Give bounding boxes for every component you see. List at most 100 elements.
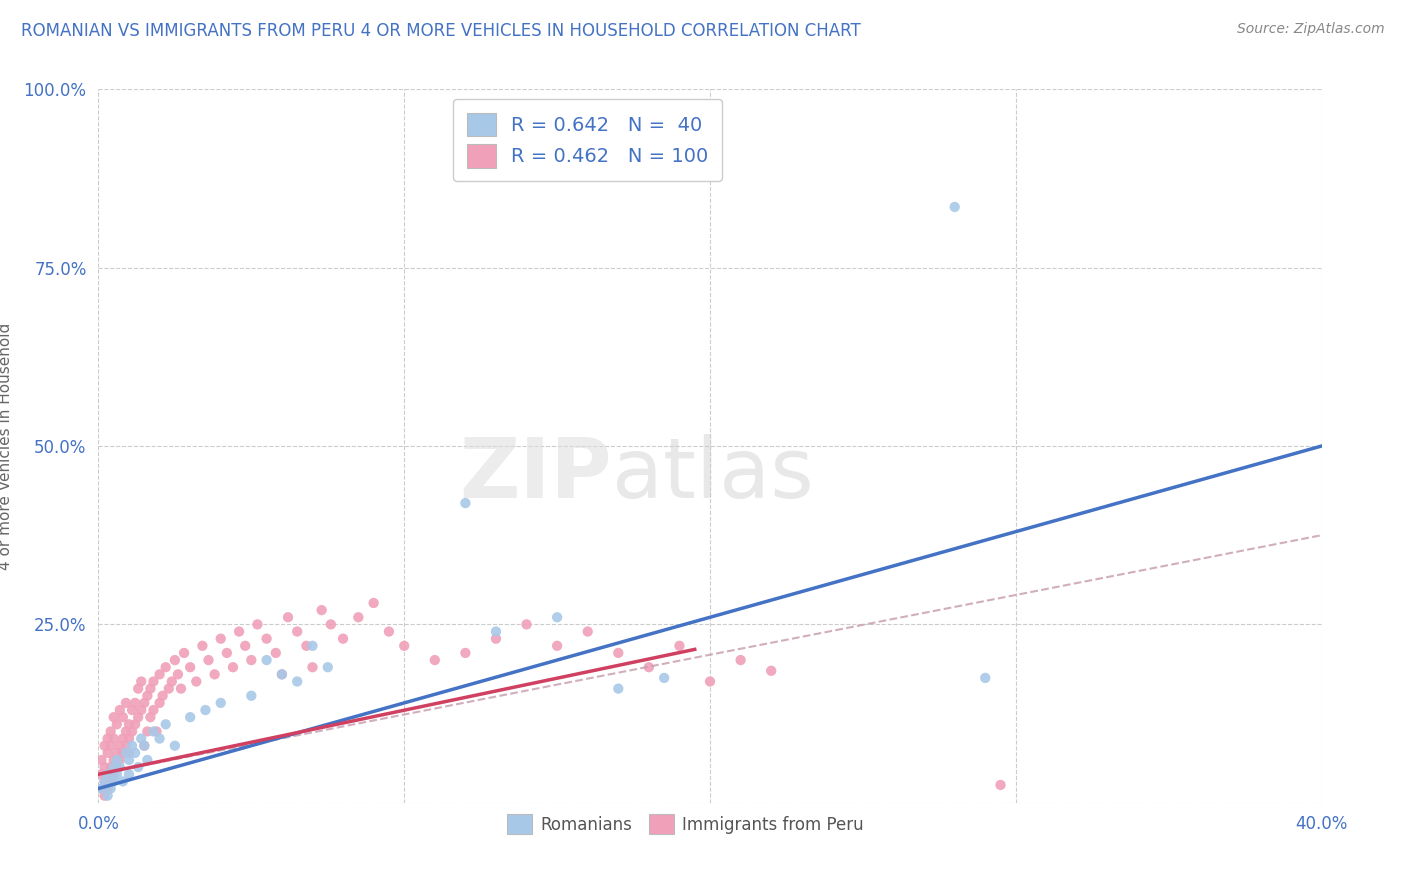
Point (121, 724, 143, 739)
Point (134, 739, 156, 753)
Point (124, 696, 146, 710)
Point (115, 746, 138, 760)
Point (108, 753, 131, 767)
Point (990, 778, 1012, 792)
Point (157, 681, 180, 696)
Point (100, 724, 122, 739)
Point (111, 710, 134, 724)
Point (363, 596, 385, 610)
Point (186, 674, 208, 689)
Point (576, 624, 599, 639)
Point (285, 674, 308, 689)
Point (118, 753, 141, 767)
Point (100, 781, 122, 796)
Point (124, 746, 146, 760)
Point (90, 781, 112, 796)
Point (142, 724, 165, 739)
Point (194, 703, 217, 717)
Point (228, 624, 250, 639)
Point (118, 767, 141, 781)
Point (516, 617, 538, 632)
Point (149, 731, 172, 746)
Point (115, 696, 138, 710)
Point (270, 667, 292, 681)
Point (204, 667, 226, 681)
Point (118, 746, 141, 760)
Point (179, 710, 201, 724)
Text: Source: ZipAtlas.com: Source: ZipAtlas.com (1237, 22, 1385, 37)
Point (111, 746, 134, 760)
Point (124, 717, 146, 731)
Point (240, 653, 263, 667)
Point (121, 703, 143, 717)
Point (423, 653, 446, 667)
Point (454, 496, 477, 510)
Point (139, 710, 162, 724)
Point (139, 681, 162, 696)
Point (454, 646, 477, 660)
Point (167, 667, 190, 681)
Point (105, 746, 128, 760)
Point (155, 660, 177, 674)
Point (108, 703, 131, 717)
Point (179, 660, 201, 674)
Point (93, 760, 115, 774)
Point (699, 674, 721, 689)
Point (759, 664, 782, 678)
Point (215, 646, 238, 660)
Point (136, 753, 159, 767)
Point (378, 624, 401, 639)
Point (270, 667, 292, 681)
Point (256, 632, 278, 646)
Point (115, 724, 138, 739)
Point (974, 671, 997, 685)
Y-axis label: 4 or more Vehicles in Household: 4 or more Vehicles in Household (0, 322, 13, 570)
Point (103, 774, 125, 789)
Point (127, 710, 149, 724)
Point (111, 774, 134, 789)
Point (100, 739, 122, 753)
Point (285, 624, 308, 639)
Point (301, 639, 323, 653)
Point (97, 767, 120, 781)
Point (105, 760, 128, 774)
Point (129, 703, 152, 717)
Point (163, 653, 186, 667)
Point (100, 760, 122, 774)
Point (103, 710, 125, 724)
Point (118, 731, 141, 746)
Point (97, 746, 120, 760)
Point (163, 739, 186, 753)
Point (90, 767, 112, 781)
Point (145, 724, 167, 739)
Point (152, 689, 174, 703)
Point (209, 696, 232, 710)
Point (607, 646, 630, 660)
Point (90, 753, 112, 767)
Point (546, 639, 568, 653)
Point (246, 617, 269, 632)
Point (160, 674, 183, 689)
Point (134, 739, 156, 753)
Text: atlas: atlas (612, 434, 814, 515)
Point (730, 653, 752, 667)
Point (637, 660, 661, 674)
Point (93, 739, 115, 753)
Text: ROMANIAN VS IMMIGRANTS FROM PERU 4 OR MORE VEHICLES IN HOUSEHOLD CORRELATION CHA: ROMANIAN VS IMMIGRANTS FROM PERU 4 OR MO… (21, 22, 860, 40)
Point (607, 681, 630, 696)
Point (943, 200, 966, 214)
Legend: Romanians, Immigrants from Peru: Romanians, Immigrants from Peru (501, 807, 870, 841)
Point (668, 639, 690, 653)
Point (97, 789, 120, 803)
Point (191, 639, 214, 653)
Point (105, 717, 128, 731)
Point (264, 646, 287, 660)
Point (103, 753, 125, 767)
Point (136, 689, 159, 703)
Point (347, 610, 370, 624)
Point (485, 632, 508, 646)
Point (100, 774, 122, 789)
Point (332, 632, 354, 646)
Point (97, 767, 120, 781)
Point (127, 681, 149, 696)
